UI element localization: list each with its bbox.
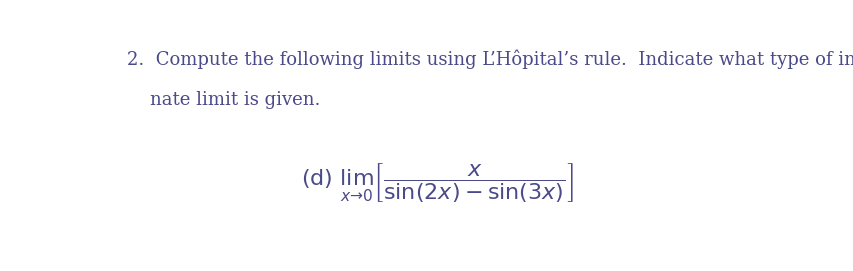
- Text: 2.  Compute the following limits using L’Hôpital’s rule.  Indicate what type of : 2. Compute the following limits using L’…: [126, 49, 853, 69]
- Text: $\mathrm{(d)}\ \lim_{x \to 0} \left[\dfrac{x}{\sin(2x) - \sin(3x)}\right]$: $\mathrm{(d)}\ \lim_{x \to 0} \left[\dfr…: [301, 161, 573, 204]
- Text: nate limit is given.: nate limit is given.: [126, 91, 320, 109]
